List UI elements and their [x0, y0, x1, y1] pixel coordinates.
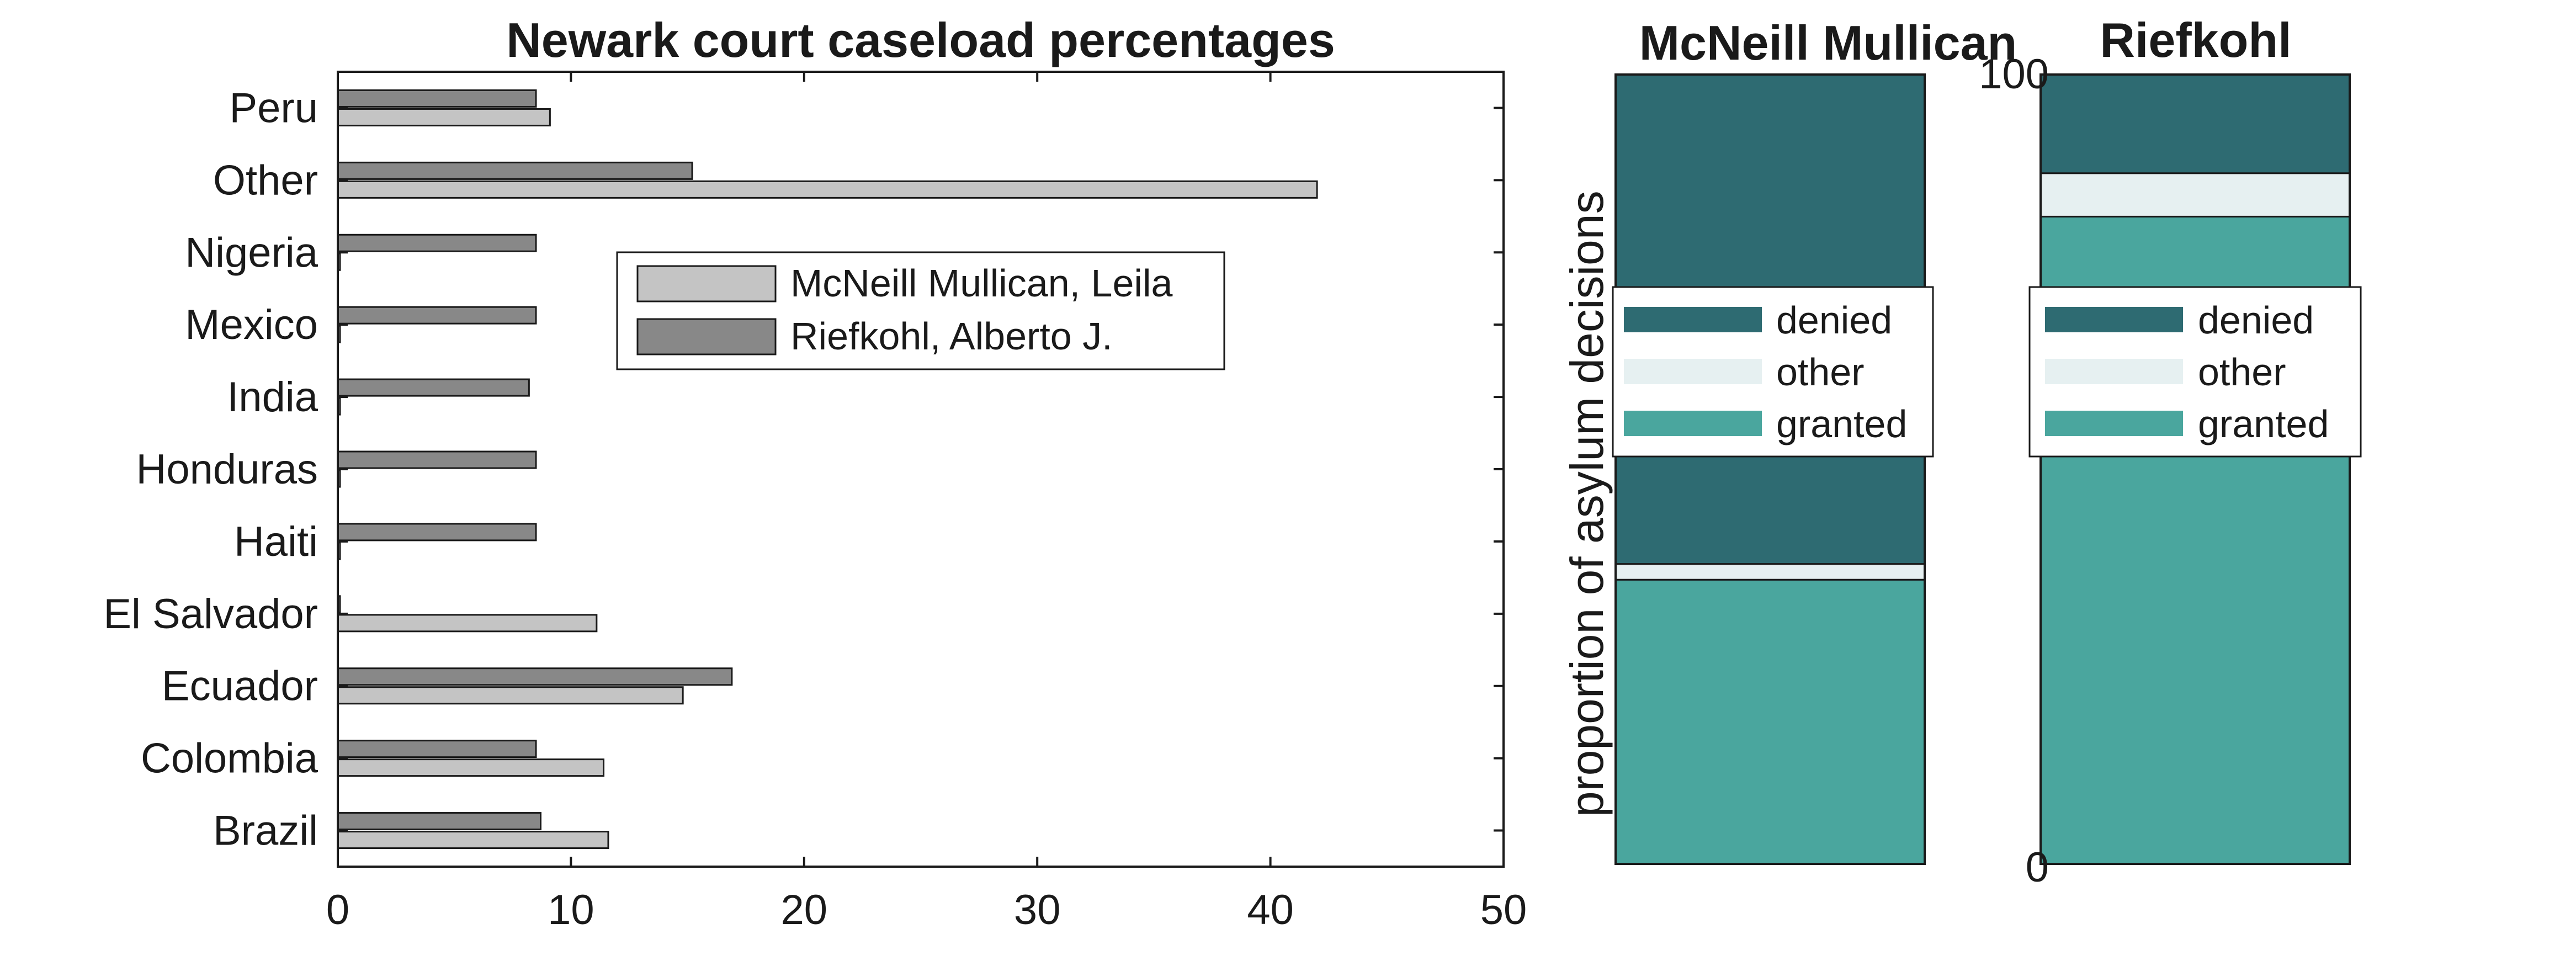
legend-label-other: other	[1776, 351, 1865, 394]
category-label-haiti: Haiti	[234, 518, 318, 565]
legend-label-mcneill: McNeill Mullican, Leila	[790, 262, 1173, 305]
bar-chart-ticks	[337, 72, 1505, 867]
legend-swatch-granted	[1624, 411, 1762, 436]
category-label-other: Other	[213, 157, 318, 204]
legend-label-riefkohl: Riefkohl, Alberto J.	[790, 315, 1113, 358]
bar-india-riefkohl	[337, 378, 530, 397]
x-tick-label-30: 30	[1014, 887, 1061, 933]
category-labels: Peru Other Nigeria Mexico India Honduras Haiti…	[103, 84, 318, 854]
bar-group	[337, 89, 1318, 850]
y-tick-label-0: 0	[2026, 844, 2049, 891]
decision-legend-mcneill: denied other granted	[1612, 286, 1934, 458]
segment-other	[2039, 172, 2351, 217]
legend-swatch-riefkohl	[636, 318, 777, 355]
panel-frame	[2039, 73, 2351, 865]
bar-ecuador-mcneill	[337, 686, 684, 705]
decision-legend-riefkohl: denied other granted	[2028, 286, 2362, 458]
bar-colombia-riefkohl	[337, 740, 537, 758]
y-tick-label-100: 100	[1979, 51, 2049, 98]
panel-title-mcneill: McNeill Mullican	[1639, 15, 2017, 70]
bar-honduras-riefkohl	[337, 450, 537, 469]
bar-brazil-riefkohl	[337, 812, 541, 831]
legend-label-other: other	[2198, 351, 2286, 394]
bar-chart-title: Newark court caseload percentages	[506, 13, 1335, 67]
category-label-honduras: Honduras	[136, 446, 318, 493]
legend-label-denied: denied	[1776, 299, 1892, 342]
x-tick-label-20: 20	[781, 887, 828, 933]
category-label-india: India	[227, 374, 318, 421]
legend-swatch-other	[1624, 359, 1762, 384]
segment-denied	[2039, 73, 2351, 174]
legend-label-granted: granted	[1776, 402, 1907, 445]
legend-swatch-denied	[2045, 307, 2183, 332]
category-label-colombia: Colombia	[141, 735, 318, 782]
category-label-mexico: Mexico	[185, 301, 318, 348]
panel-frame	[1614, 73, 1926, 865]
stacked-bar-mcneill	[1614, 73, 1926, 865]
segment-granted	[1614, 578, 1926, 865]
x-tick-label-0: 0	[326, 887, 349, 933]
panel-title-riefkohl: Riefkohl	[2100, 13, 2291, 67]
stacked-bar-riefkohl	[2039, 73, 2351, 865]
bar-haiti-riefkohl	[337, 523, 537, 542]
category-label-brazil: Brazil	[213, 808, 318, 854]
bar-mexico-riefkohl	[337, 306, 537, 325]
legend-swatch-other	[2045, 359, 2183, 384]
legend-swatch-mcneill	[636, 265, 777, 302]
category-label-el-salvador: El Salvador	[103, 591, 318, 638]
bar-legend: McNeill Mullican, Leila Riefkohl, Albert…	[616, 251, 1225, 370]
bar-other-mcneill	[337, 180, 1318, 199]
legend-swatch-denied	[1624, 307, 1762, 332]
segment-other	[1614, 563, 1926, 581]
bar-nigeria-riefkohl	[337, 233, 537, 252]
x-tick-label-50: 50	[1480, 887, 1527, 933]
x-tick-label-10: 10	[548, 887, 594, 933]
bar-ecuador-riefkohl	[337, 667, 733, 686]
x-tick-label-40: 40	[1247, 887, 1294, 933]
x-tick-labels: 0 10 20 30 40 50	[326, 887, 1527, 933]
bar-peru-riefkohl	[337, 89, 537, 108]
category-label-peru: Peru	[229, 84, 318, 131]
category-label-nigeria: Nigeria	[185, 229, 318, 276]
legend-swatch-granted	[2045, 411, 2183, 436]
bar-el-salvador-mcneill	[337, 614, 598, 633]
bar-brazil-mcneill	[337, 831, 609, 850]
legend-label-denied: denied	[2198, 299, 2314, 342]
bar-colombia-mcneill	[337, 758, 605, 777]
bar-other-riefkohl	[337, 161, 693, 180]
y-axis-label: proportion of asylum decisions	[1561, 190, 1613, 817]
category-label-ecuador: Ecuador	[162, 663, 318, 710]
bar-peru-mcneill	[337, 108, 551, 126]
legend-label-granted: granted	[2198, 402, 2329, 445]
